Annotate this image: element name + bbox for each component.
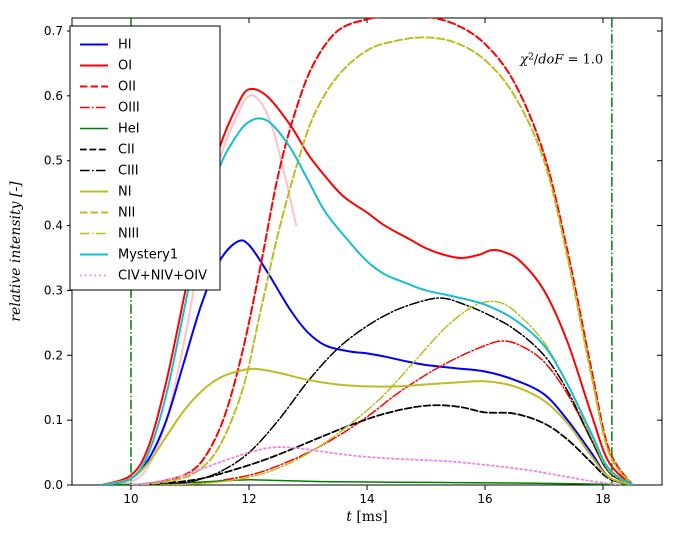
x-tick-label: 14 xyxy=(359,492,374,506)
legend-label: NII xyxy=(118,206,135,221)
x-tick-label: 12 xyxy=(241,492,256,506)
y-tick-label: 0.7 xyxy=(44,24,63,38)
x-tick-label: 16 xyxy=(477,492,492,506)
x-tick-label: 10 xyxy=(123,492,138,506)
series-CII xyxy=(131,405,633,485)
y-tick-label: 0.5 xyxy=(44,154,63,168)
legend-label: OII xyxy=(118,80,136,95)
y-tick-label: 0.4 xyxy=(44,219,63,233)
y-axis-label: relative intensity [-] xyxy=(8,181,24,322)
legend-label: CIII xyxy=(118,164,139,179)
legend-label: HI xyxy=(118,38,132,53)
chart-container: 10 12 14 16 18 0.0 0.1 0.2 0.3 0.4 0.5 0.6 0.7 t [ms]… xyxy=(0,0,682,533)
line-chart: 10 12 14 16 18 0.0 0.1 0.2 0.3 0.4 0.5 0.6 0.7 t [ms]… xyxy=(0,0,682,533)
y-tick-label: 0.1 xyxy=(44,413,63,427)
legend-label: OIII xyxy=(118,101,140,116)
x-axis-label: t [ms] xyxy=(346,509,387,525)
y-tick-label: 0.6 xyxy=(44,89,63,103)
series-NI xyxy=(102,369,633,485)
legend-label: CII xyxy=(118,143,135,158)
legend: HI OI OII OIII HeI CII CIII NI NII NIII Mystery1 CI… xyxy=(70,26,220,290)
legend-label: HeI xyxy=(118,122,140,137)
y-tick-label: 0.3 xyxy=(44,283,63,297)
chi2-annotation: χ2/doF = 1.0 xyxy=(519,52,603,67)
x-tick-label: 18 xyxy=(595,492,610,506)
legend-label: CIV+NIV+OIV xyxy=(118,269,207,284)
legend-label: NI xyxy=(118,185,132,200)
legend-label: Mystery1 xyxy=(118,248,178,263)
legend-label: NIII xyxy=(118,227,139,242)
y-tick-label: 0.2 xyxy=(44,348,63,362)
legend-label: OI xyxy=(118,59,132,74)
y-tick-label: 0.0 xyxy=(44,478,63,492)
